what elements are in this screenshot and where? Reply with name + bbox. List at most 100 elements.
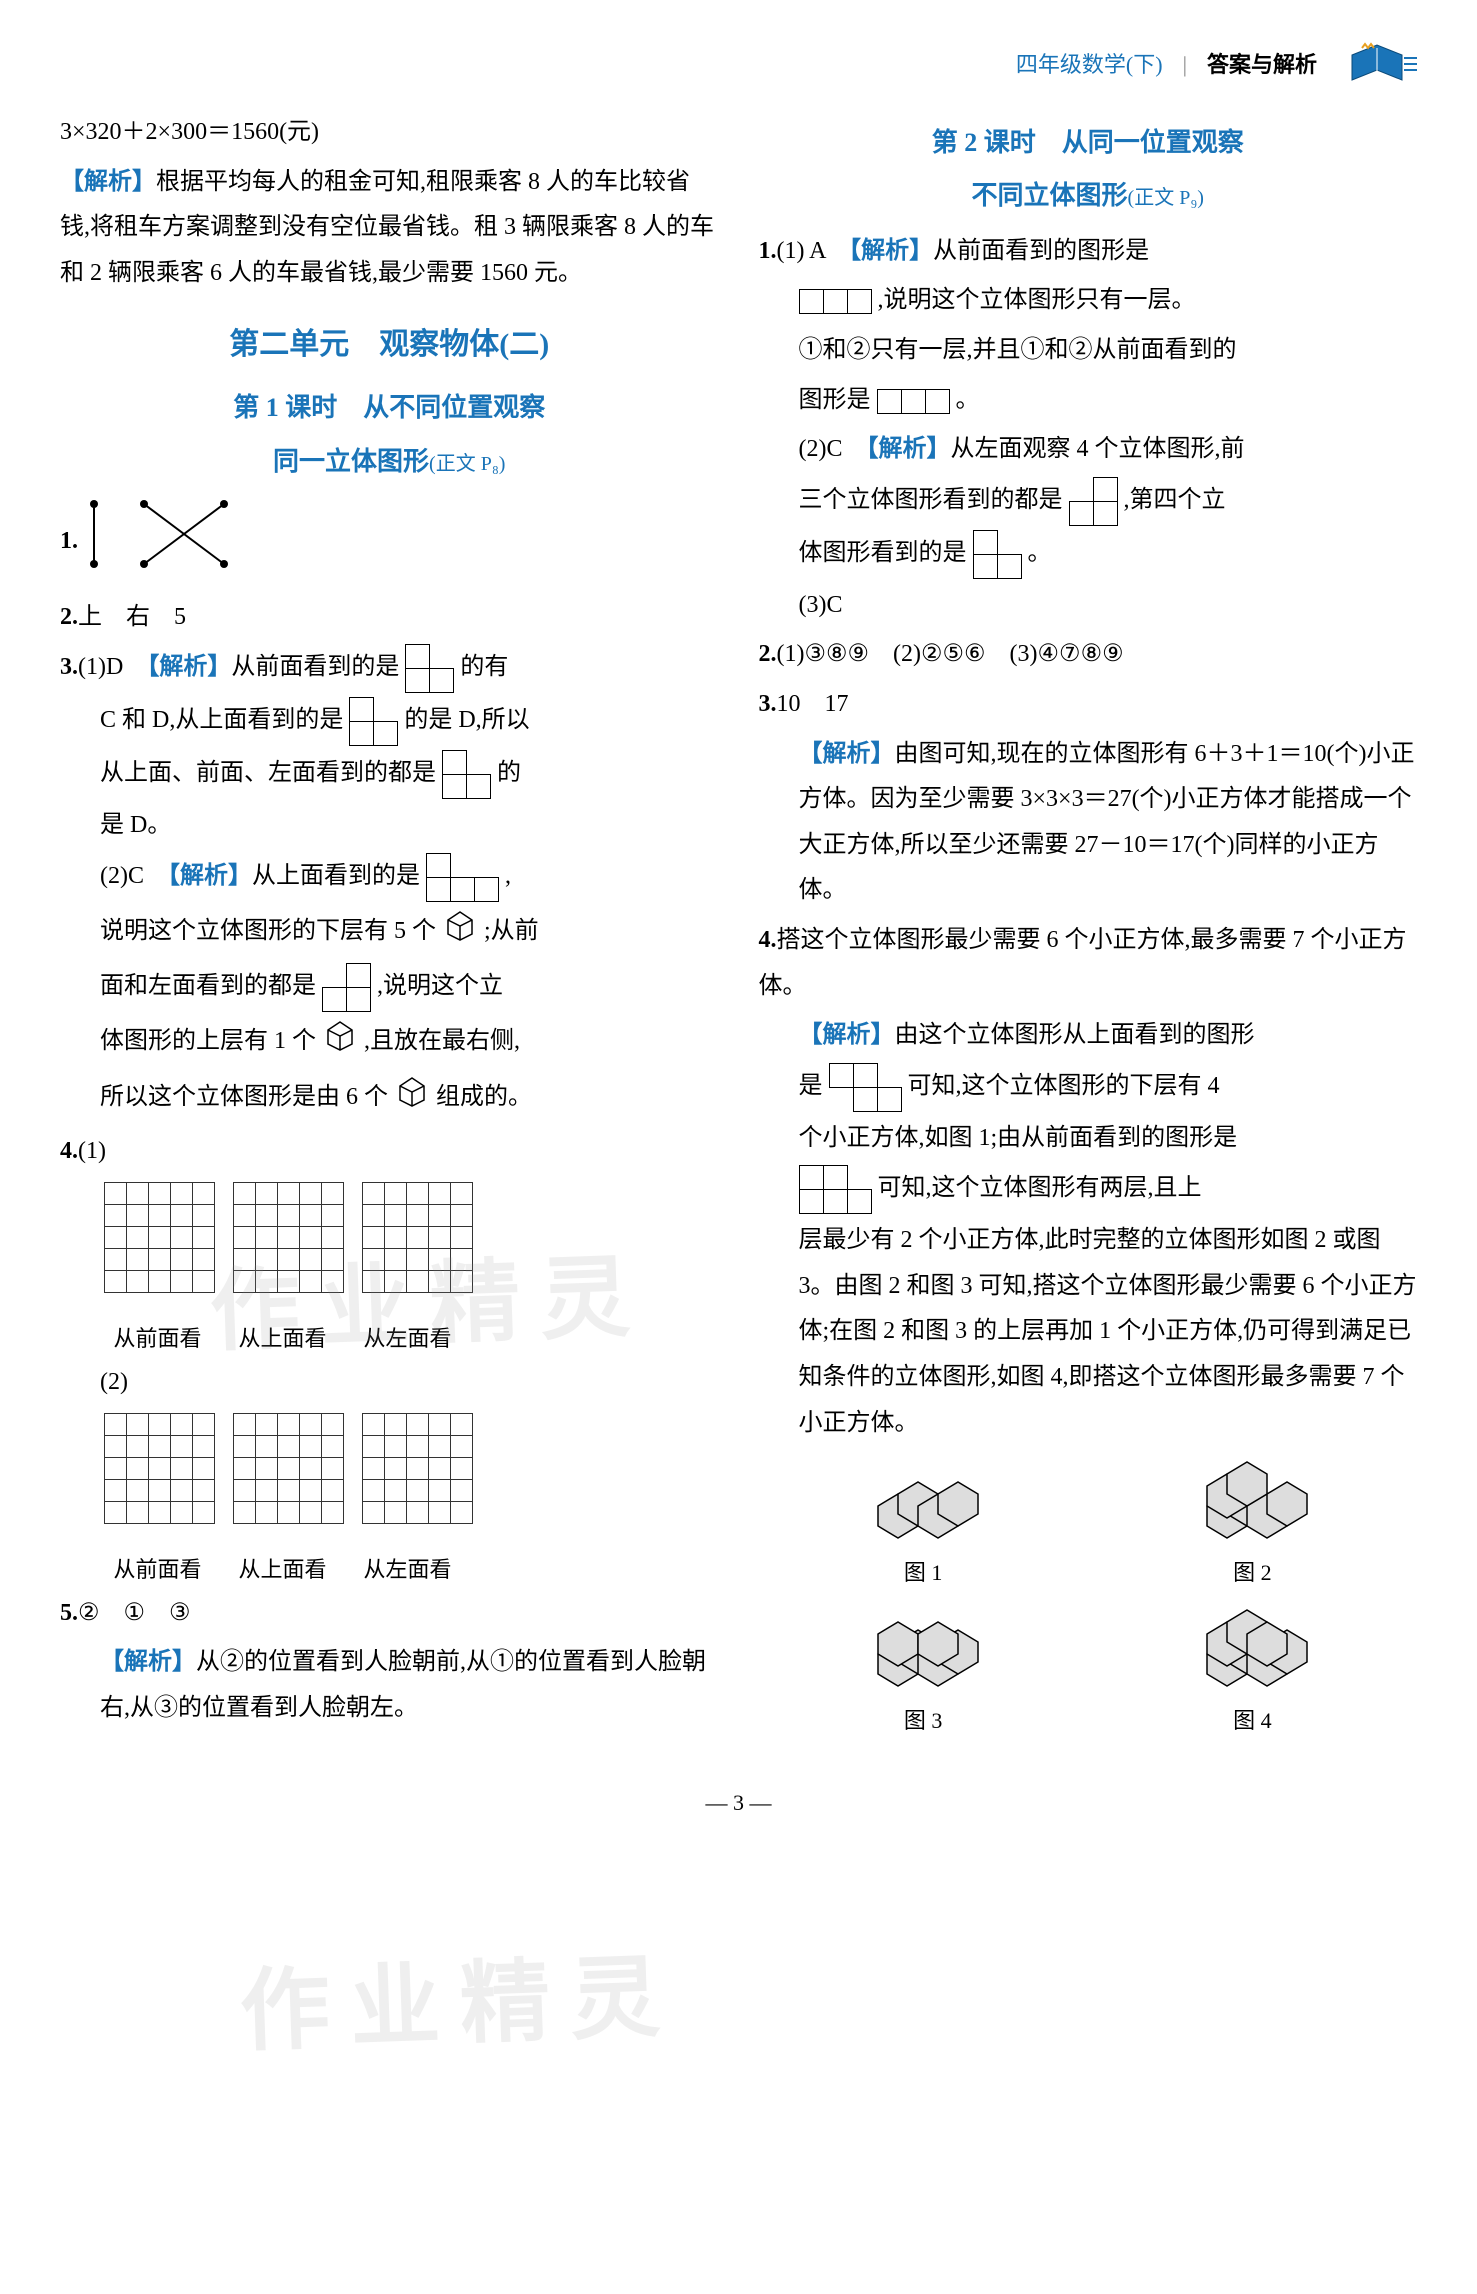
fig-1: 图 1	[858, 1456, 988, 1594]
grid-left2	[358, 1409, 477, 1545]
r-q4-a4-text: 个小正方体,如图 1;由从前面看到的图形是	[799, 1125, 1238, 1151]
label-left2: 从左面看	[350, 1549, 465, 1591]
q3-1-t2: 的有	[460, 654, 508, 680]
fig1-label: 图 1	[858, 1552, 988, 1594]
q4-line: 4.(1)	[60, 1129, 719, 1175]
r-q1-2-t4: 体图形看到的是	[799, 540, 967, 566]
r-q3-analysis: 【解析】由图可知,现在的立体图形有 6＋3＋1＝10(个)小正方体。因为至少需要…	[759, 732, 1418, 914]
q4-1-label: (1)	[78, 1138, 106, 1164]
q2-num: 2.	[60, 604, 78, 630]
q5-ans: ② ① ③	[78, 1600, 191, 1626]
r-q1-3: (3)C	[799, 592, 843, 618]
fig-row-2: 图 3 图 4	[759, 1604, 1418, 1742]
r-q1-line: 1.(1) A 【解析】从前面看到的图形是	[759, 229, 1418, 275]
r-q1-2-t3: ,第四个立	[1124, 487, 1226, 513]
analysis-label: 【解析】	[147, 654, 231, 680]
q3-2-line2: 说明这个立体图形的下层有 5 个 ;从前	[60, 906, 719, 959]
q3-2-t1: 从上面看到的是	[252, 863, 420, 889]
r-q2-line: 2.(1)③⑧⑨ (2)②⑤⑥ (3)④⑦⑧⑨	[759, 632, 1418, 678]
header-section: 答案与解析	[1207, 44, 1317, 86]
r-q1-1: (1) A	[777, 238, 850, 264]
unit-title: 第二单元 观察物体(二)	[60, 316, 719, 373]
r-q4-a5: 可知,这个立体图形有两层,且上	[759, 1165, 1418, 1214]
r-q4-a6: 层最少有 2 个小正方体,此时完整的立体图形如图 2 或图 3。由图 2 和图 …	[759, 1218, 1418, 1446]
q3-1-pre: (1)D	[78, 654, 147, 680]
logo-icon	[1337, 40, 1417, 90]
r-q4-a6-text: 层最少有 2 个小正方体,此时完整的立体图形如图 2 或图 3。由图 2 和图 …	[799, 1227, 1417, 1435]
right-column: 第 2 课时 从同一位置观察 不同立体图形(正文 P₉) 1.(1) A 【解析…	[759, 110, 1418, 1752]
shape-front3	[799, 1165, 872, 1214]
shape-2x2-tl2	[349, 697, 398, 746]
fig4-label: 图 4	[1187, 1700, 1317, 1742]
r-q4-a2-text: 是	[799, 1073, 823, 1099]
header-divider: |	[1183, 44, 1187, 86]
page-number: — 3 —	[60, 1782, 1417, 1824]
analysis-label: 【解析】	[799, 741, 895, 767]
q4-2-text: (2)	[100, 1369, 128, 1395]
q3-2-line: (2)C 【解析】从上面看到的是 ,	[60, 853, 719, 902]
label-left: 从左面看	[350, 1318, 465, 1360]
r-q4-a4: 个小正方体,如图 1;由从前面看到的图形是	[759, 1116, 1418, 1162]
analysis-text: 根据平均每人的租金可知,租限乘客 8 人的车比较省钱,将租车方案调整到没有空位最…	[60, 169, 714, 286]
cube-icon	[442, 906, 478, 959]
q3-2-t10: 组成的。	[436, 1084, 532, 1110]
analysis-label: 【解析】	[168, 863, 252, 889]
cube-icon	[394, 1072, 430, 1125]
page-header: 四年级数学(下) | 答案与解析	[60, 40, 1417, 90]
lesson1-sub: 同一立体图形(正文 P₈)	[60, 437, 719, 486]
label-top: 从上面看	[225, 1318, 340, 1360]
shape-l	[322, 963, 371, 1012]
q3-1-t5: 从上面、前面、左面看到的都是	[100, 760, 436, 786]
lesson1-sub-text: 同一立体图形	[273, 447, 429, 476]
q3-2-t2: ,	[505, 863, 511, 889]
q5-line: 5.② ① ③	[60, 1591, 719, 1637]
q3-2-t6: ,说明这个立	[377, 973, 503, 999]
r-q2-ans: (1)③⑧⑨ (2)②⑤⑥ (3)④⑦⑧⑨	[777, 641, 1124, 667]
q4-1-grids: 从前面看 从上面看 从左面看	[60, 1178, 719, 1359]
fig2-label: 图 2	[1187, 1552, 1317, 1594]
r-q4-text: 搭这个立体图形最少需要 6 个小正方体,最多需要 7 个小正方体。	[759, 927, 1407, 999]
shape-2x2-tl3	[442, 750, 491, 799]
q3-1-t6: 的	[497, 760, 521, 786]
q1-line: 1.	[60, 494, 719, 591]
q5-num: 5.	[60, 1600, 78, 1626]
r-q3-ans: 10 17	[777, 691, 849, 717]
shape-1x3b	[877, 389, 950, 414]
r-q1-1-line4: 图形是 。	[759, 378, 1418, 424]
label-front: 从前面看	[100, 1318, 215, 1360]
shape-2x2-tl	[405, 644, 454, 693]
r-q2-num: 2.	[759, 641, 777, 667]
analysis-label: 【解析】	[100, 1649, 196, 1675]
q3-cd-line: C 和 D,从上面看到的是 的是 D,所以	[60, 697, 719, 746]
watermark-2: 作业精灵	[237, 1912, 683, 2098]
q3-2-t5: 面和左面看到的都是	[100, 973, 316, 999]
content-columns: 3×320＋2×300＝1560(元) 【解析】根据平均每人的租金可知,租限乘客…	[60, 110, 1417, 1752]
q3-2-line3: 面和左面看到的都是 ,说明这个立	[60, 963, 719, 1012]
grid-top2	[229, 1409, 348, 1545]
r-q1-1-t1: 从前面看到的图形是	[933, 238, 1149, 264]
cube-fig3-icon	[858, 1604, 988, 1694]
r-q1-2-t5: 。	[1028, 540, 1052, 566]
r-q1-1-t3: ①和②只有一层,并且①和②从前面看到的	[799, 337, 1237, 363]
q3-d-line: 是 D。	[60, 803, 719, 849]
q3-1-t1: 从前面看到的是	[231, 654, 399, 680]
lesson2-ref: (正文 P₉)	[1128, 187, 1204, 209]
r-q3-line: 3.10 17	[759, 682, 1418, 728]
fig-row-1: 图 1 图 2	[759, 1456, 1418, 1594]
r-q4-a3-text: 可知,这个立体图形的下层有 4	[908, 1073, 1220, 1099]
r-q1-1-t5: 。	[956, 387, 980, 413]
grid-top	[229, 1178, 348, 1314]
analysis-label: 【解析】	[60, 169, 156, 195]
q3-num: 3.	[60, 654, 78, 680]
q5-analysis: 【解析】从②的位置看到人脸朝前,从①的位置看到人脸朝右,从③的位置看到人脸朝左。	[60, 1640, 719, 1731]
q2-ans: 上 右 5	[78, 604, 186, 630]
r-q4-num: 4.	[759, 927, 777, 953]
q3-2-t3: 说明这个立体图形的下层有 5 个	[100, 918, 436, 944]
q3-2-t8: ,且放在最右侧,	[364, 1027, 520, 1053]
analysis-label: 【解析】	[867, 436, 951, 462]
shape-top4	[829, 1063, 902, 1112]
page-num-value: 3	[733, 1790, 744, 1815]
q3-1-t7: 是 D。	[100, 812, 171, 838]
fig-2: 图 2	[1187, 1456, 1317, 1594]
analysis-block: 【解析】根据平均每人的租金可知,租限乘客 8 人的车比较省钱,将租车方案调整到没…	[60, 160, 719, 297]
